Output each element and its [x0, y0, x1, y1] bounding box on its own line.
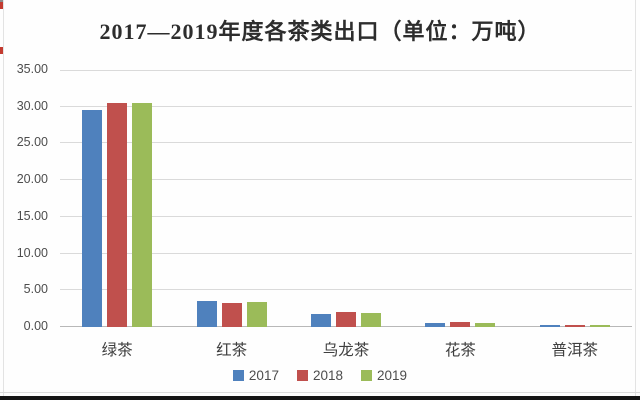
- legend-label: 2019: [377, 368, 408, 383]
- legend: 2017 2018 2019: [0, 368, 640, 383]
- chart-title: 2017—2019年度各茶类出口（单位：万吨）: [99, 19, 541, 44]
- bar-红茶-2018: [221, 302, 242, 327]
- x-tick-label-乌龙茶: 乌龙茶: [322, 342, 370, 359]
- legend-item-2019: 2019: [361, 368, 407, 383]
- y-axis: 0.00 5.00 10.00 15.00 20.00 25.00 30.00 35.00: [0, 62, 52, 333]
- left-window-edge: [3, 0, 4, 396]
- y-tick-label: 35.00: [16, 62, 48, 76]
- legend-label: 2018: [312, 368, 344, 383]
- legend-swatch-2019: [361, 370, 373, 381]
- bar-group-花茶: [425, 70, 496, 327]
- bottom-divider: [0, 392, 640, 393]
- gridline-15.00: [60, 215, 632, 217]
- bar-普洱茶-2018: [564, 324, 585, 327]
- bar-乌龙茶-2019: [361, 313, 381, 327]
- x-tick-label-红茶: 红茶: [216, 342, 248, 359]
- y-tick-label: 25.00: [16, 135, 48, 150]
- x-tick-label-花茶: 花茶: [444, 342, 476, 359]
- red-artifact-mark: [0, 2, 3, 9]
- bar-普洱茶-2019: [589, 325, 610, 327]
- bottom-window-edge: [0, 396, 640, 400]
- legend-swatch-2018: [296, 370, 308, 381]
- corner-artifact: [0, 0, 4, 3]
- gridline-35.00: [60, 70, 632, 71]
- red-artifact-mark: [0, 47, 3, 54]
- legend-item-2017: 2017: [232, 368, 279, 383]
- gridline-10.00: [60, 252, 632, 254]
- legend-label: 2017: [248, 368, 279, 383]
- y-tick-label: 0.00: [23, 319, 48, 333]
- y-tick-label: 5.00: [23, 282, 48, 297]
- x-axis: 绿茶 红茶 乌龙茶 花茶 普洱茶: [60, 338, 632, 362]
- legend-item-2018: 2018: [296, 368, 344, 383]
- right-window-edge: [635, 0, 636, 396]
- gridline-5.00: [60, 289, 632, 291]
- bar-花茶-2017: [425, 322, 446, 327]
- legend-swatch-2017: [232, 370, 244, 381]
- bar-红茶-2019: [246, 302, 267, 327]
- y-tick-label: 30.00: [16, 98, 48, 113]
- bar-绿茶-2019: [132, 103, 153, 327]
- y-tick-label: 10.00: [16, 245, 48, 260]
- gridline-30.00: [60, 105, 632, 107]
- y-tick-label: 20.00: [16, 172, 48, 187]
- bar-红茶-2017: [196, 301, 217, 327]
- bar-group-乌龙茶: [311, 70, 381, 327]
- x-tick-label-普洱茶: 普洱茶: [551, 342, 599, 359]
- bar-group-普洱茶: [539, 70, 610, 327]
- bar-绿茶-2017: [82, 110, 103, 327]
- bar-group-红茶: [196, 70, 267, 327]
- bar-乌龙茶-2017: [311, 313, 331, 327]
- bar-绿茶-2018: [107, 103, 128, 327]
- bar-花茶-2019: [475, 322, 496, 327]
- gridline-25.00: [60, 142, 632, 144]
- y-tick-label: 15.00: [16, 208, 48, 223]
- bar-普洱茶-2017: [539, 324, 560, 327]
- x-tick-label-绿茶: 绿茶: [101, 342, 133, 359]
- plot-area: [60, 70, 632, 327]
- bar-花茶-2018: [450, 322, 471, 327]
- gridline-20.00: [60, 179, 632, 181]
- bar-group-绿茶: [82, 70, 153, 327]
- bar-乌龙茶-2018: [336, 311, 356, 327]
